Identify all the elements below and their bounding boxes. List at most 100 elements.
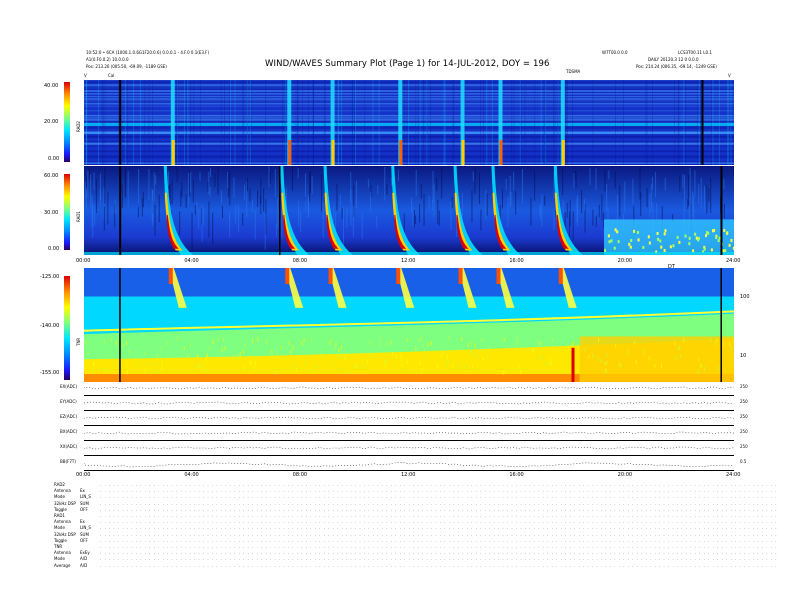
rad1-late-speckle xyxy=(707,231,710,235)
rad2-streak xyxy=(554,80,556,165)
tnr-speckle xyxy=(85,340,87,345)
tnr-speckle xyxy=(354,364,356,369)
rad2-streak xyxy=(341,80,342,165)
rad2-gap-line xyxy=(701,80,704,165)
tnr-colorbar xyxy=(64,276,70,380)
tnr-speckle xyxy=(476,355,478,360)
tnr-speckle xyxy=(304,360,306,365)
rad1-burst-core xyxy=(494,214,507,249)
rad2-streak xyxy=(572,80,573,165)
param-value: A/D xyxy=(80,562,88,568)
tds-row-divider xyxy=(84,470,734,471)
rad1-xtick: 16:00 xyxy=(509,258,524,264)
tnr-speckle xyxy=(588,354,590,359)
tnr-speckle xyxy=(164,357,166,362)
tnr-speckle xyxy=(126,341,128,346)
rad1-burst-envelope xyxy=(391,166,421,255)
rad1-texture xyxy=(107,192,109,225)
rad2-burst-column xyxy=(498,80,503,165)
tnr-speckle xyxy=(437,364,439,369)
rad2-streak xyxy=(719,80,720,165)
tnr-speckle xyxy=(144,368,146,373)
rad1-burst-envelope xyxy=(553,166,583,255)
tnr-speckle xyxy=(471,341,473,346)
param-dots: ........................................… xyxy=(100,544,780,549)
param-value: LIN_S xyxy=(80,525,91,531)
rad1-texture xyxy=(619,185,621,217)
rad2-band xyxy=(84,119,734,121)
rad2-streak xyxy=(406,80,408,165)
rad2-streak xyxy=(464,80,466,165)
param-label: Antenna xyxy=(54,519,71,525)
rad2-streak xyxy=(564,80,566,165)
rad1-late-speckle xyxy=(628,242,631,246)
rad1-late-speckle xyxy=(614,228,617,232)
rad2-streak xyxy=(355,80,356,165)
tnr-gap-line xyxy=(720,268,722,382)
tnr-speckle xyxy=(115,340,117,345)
tnr-speckle xyxy=(571,342,573,347)
rad2-streak xyxy=(697,80,698,165)
tnr-burst-top xyxy=(396,268,401,284)
rad2-band xyxy=(84,163,734,165)
rad1-texture xyxy=(419,204,421,223)
rad1-late-speckle xyxy=(695,236,698,240)
rad2-streak xyxy=(187,80,189,165)
tnr-speckle xyxy=(482,356,484,361)
rad1-texture xyxy=(441,166,443,199)
tnr-speckle xyxy=(549,357,551,362)
rad1-texture xyxy=(322,202,324,238)
rad2-streak xyxy=(419,80,421,165)
tnr-speckle xyxy=(729,341,731,346)
rad1-texture xyxy=(201,205,203,242)
rad2-streak xyxy=(133,80,134,165)
rad1-late-speckle xyxy=(663,248,666,252)
rad1-late-speckle xyxy=(697,238,700,242)
rad1-late-speckle xyxy=(705,234,708,238)
tnr-speckle xyxy=(628,350,630,355)
rad2-burst-column xyxy=(460,80,465,165)
tnr-speckle xyxy=(539,341,541,346)
tnr-speckle xyxy=(415,346,417,351)
tds-row-trace xyxy=(84,462,734,468)
tnr-speckle xyxy=(420,336,422,341)
rad1-texture xyxy=(93,172,95,191)
rad1-texture xyxy=(688,197,690,235)
rad1-late-speckle xyxy=(656,237,659,241)
rad1-texture xyxy=(432,170,434,203)
rad2-streak xyxy=(230,80,231,165)
tnr-burst-top xyxy=(558,268,563,284)
rad1-texture xyxy=(437,199,439,225)
rad2-streak xyxy=(678,80,680,165)
rad1-texture xyxy=(595,215,597,228)
tds-row-scale: 250 xyxy=(740,414,748,419)
rad1-late-speckle xyxy=(613,246,616,250)
rad1-late-speckle xyxy=(698,236,701,240)
rad1-texture xyxy=(190,171,192,193)
rad1-late-speckle xyxy=(710,248,713,252)
param-dots: ........................................… xyxy=(100,531,780,537)
tnr-speckle xyxy=(293,363,295,368)
rad1-late-speckle xyxy=(633,229,636,233)
rad1-late-speckle xyxy=(718,236,721,240)
tnr-speckle xyxy=(430,340,432,345)
tnr-speckle xyxy=(249,360,251,365)
rad1-texture xyxy=(179,211,181,236)
tnr-speckle xyxy=(445,363,447,368)
rad1-texture xyxy=(311,175,313,194)
rad1-texture xyxy=(583,199,585,211)
rad1-texture xyxy=(652,202,654,232)
rad2-streak xyxy=(423,80,424,165)
rad1-gap-line xyxy=(720,166,723,255)
rad1-texture xyxy=(246,178,248,192)
tnr-speckle xyxy=(697,369,699,374)
rad2-streak xyxy=(313,80,314,165)
param-label: RAD1 xyxy=(54,513,65,518)
rad1-texture xyxy=(121,184,123,209)
rad1-texture xyxy=(308,198,310,218)
tnr-speckle xyxy=(189,343,191,348)
tnr-speckle xyxy=(703,366,705,371)
rad1-texture xyxy=(480,209,482,231)
rad2-burst-column xyxy=(330,80,335,165)
tnr-speckle xyxy=(400,353,402,358)
